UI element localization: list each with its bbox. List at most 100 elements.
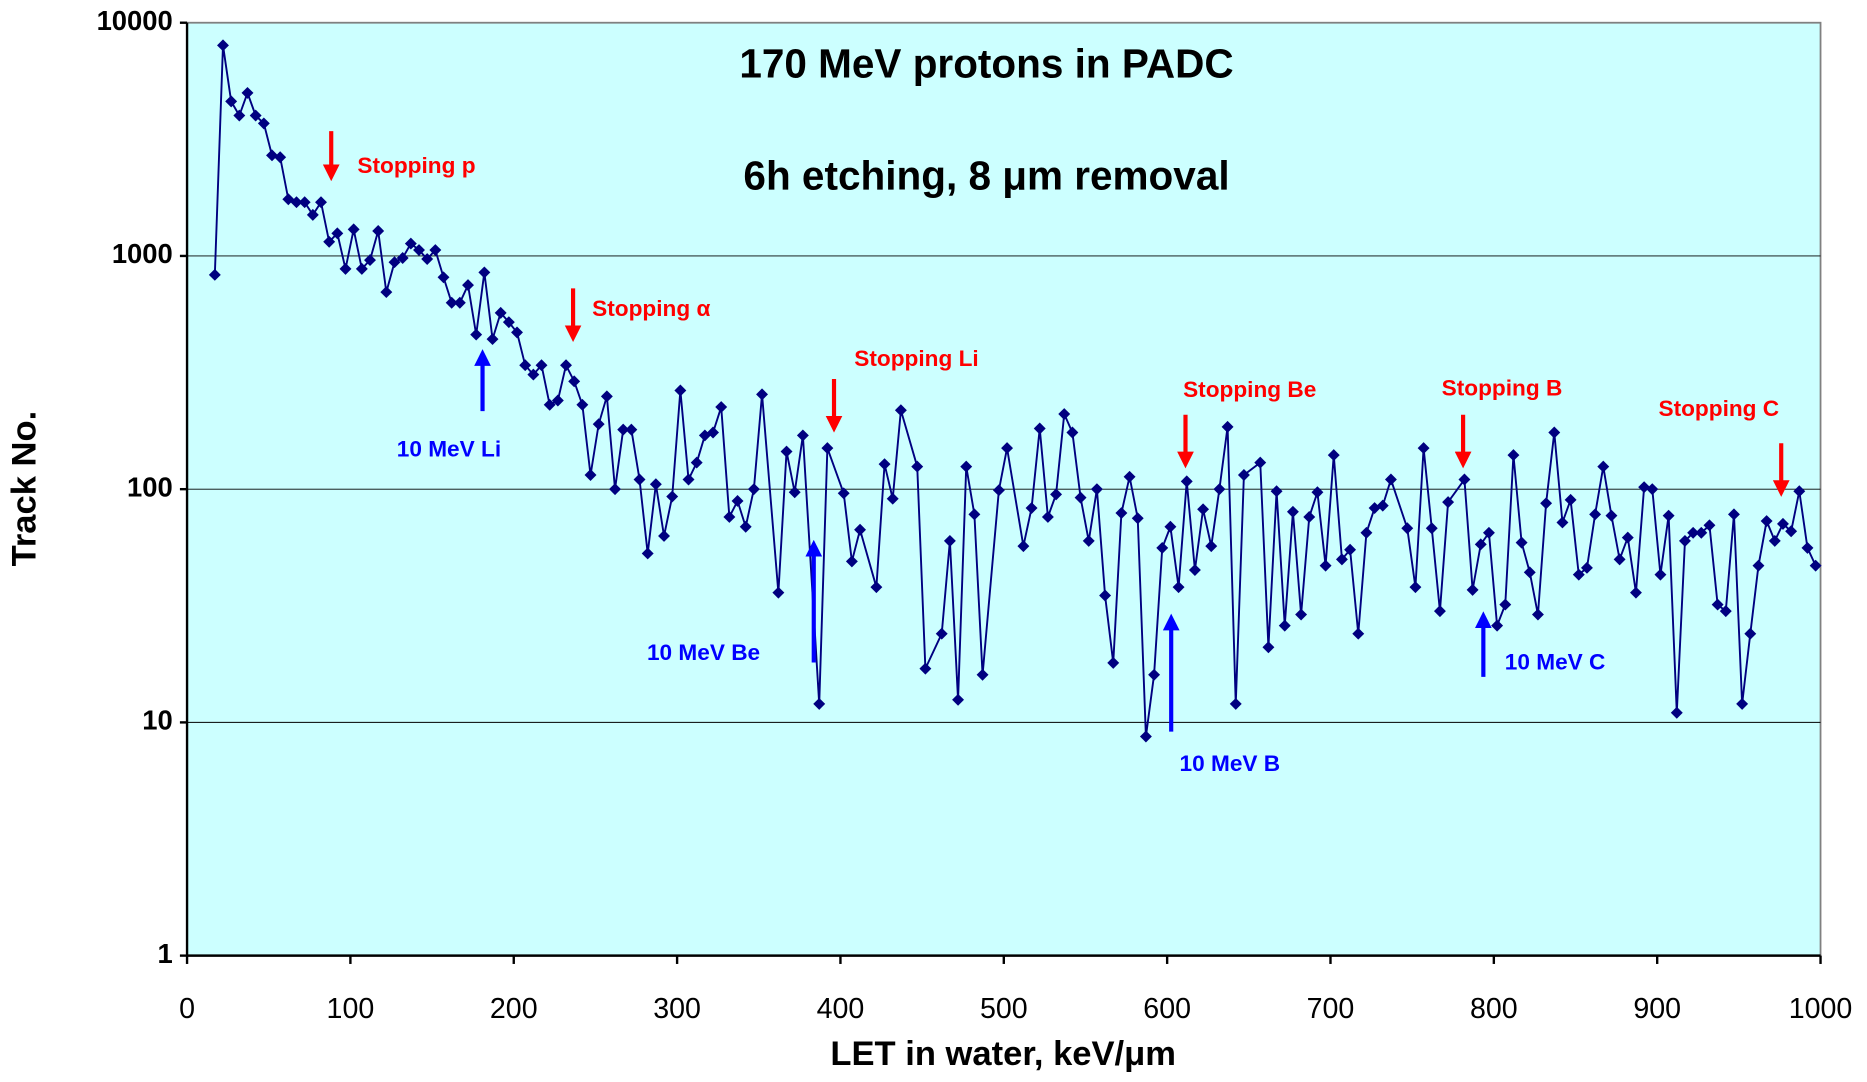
- data-point: [1736, 697, 1749, 710]
- data-point: [478, 266, 491, 279]
- data-point: [241, 86, 254, 99]
- data-point: [486, 333, 499, 346]
- data-point: [1066, 426, 1079, 439]
- data-point: [1580, 561, 1593, 574]
- data-point: [1262, 641, 1275, 654]
- data-point: [1017, 540, 1030, 553]
- x-tick-label: 300: [653, 993, 701, 1025]
- data-point: [1082, 534, 1095, 547]
- data-point: [266, 149, 278, 162]
- data-point: [1785, 525, 1798, 538]
- annotation-label: Stopping p: [357, 153, 475, 178]
- data-point: [1115, 507, 1128, 520]
- data-point: [1442, 496, 1455, 509]
- data-point: [404, 237, 417, 250]
- data-point: [1695, 526, 1708, 539]
- data-point: [1621, 531, 1634, 544]
- data-point: [1654, 568, 1667, 581]
- data-point: [854, 523, 867, 536]
- annotation-label: Stopping α: [592, 296, 710, 321]
- data-point: [1531, 608, 1544, 621]
- data-point: [1156, 541, 1169, 554]
- data-point: [372, 224, 385, 237]
- data-point: [331, 227, 344, 240]
- data-point: [1188, 564, 1201, 577]
- data-point: [943, 534, 956, 547]
- data-point: [1352, 627, 1365, 640]
- data-point: [1728, 508, 1740, 521]
- data-point: [1286, 505, 1299, 518]
- data-point: [527, 368, 540, 381]
- data-point: [1744, 627, 1757, 640]
- data-point: [837, 487, 850, 500]
- data-point: [1719, 605, 1732, 618]
- data-point: [1270, 485, 1283, 498]
- data-point: [1050, 488, 1063, 501]
- data-point: [535, 359, 548, 372]
- data-point: [878, 458, 891, 471]
- data-point: [1499, 598, 1512, 611]
- data-point: [217, 39, 229, 52]
- data-point: [1409, 581, 1422, 594]
- data-point: [723, 511, 736, 523]
- data-point: [249, 109, 262, 122]
- data-point: [952, 693, 965, 706]
- data-point: [1425, 522, 1438, 535]
- data-point: [674, 384, 687, 397]
- data-point: [225, 95, 238, 108]
- data-point: [1221, 420, 1234, 433]
- data-point: [1131, 512, 1144, 525]
- x-axis-label: LET in water, keV/μm: [830, 1035, 1176, 1073]
- data-point: [1025, 502, 1038, 515]
- x-tick-label: 800: [1470, 993, 1518, 1025]
- data-point: [1148, 668, 1161, 681]
- data-point: [992, 484, 1005, 497]
- data-point: [1540, 497, 1553, 510]
- x-tick-label: 700: [1307, 993, 1355, 1025]
- data-point: [780, 445, 793, 458]
- data-point: [576, 398, 589, 411]
- data-point: [1295, 608, 1308, 621]
- data-point: [1278, 619, 1291, 632]
- data-point: [600, 390, 613, 403]
- data-point: [1229, 697, 1242, 710]
- annotation-label: Stopping Li: [854, 346, 978, 371]
- data-point: [1319, 559, 1332, 572]
- data-point: [1768, 534, 1781, 547]
- data-point: [1139, 730, 1152, 743]
- data-point: [274, 151, 287, 164]
- data-point: [707, 426, 719, 439]
- data-point: [1564, 493, 1577, 506]
- data-point: [968, 508, 981, 521]
- data-point: [1523, 566, 1536, 579]
- data-point: [1466, 583, 1479, 596]
- data-point: [1711, 598, 1724, 611]
- data-point: [543, 398, 556, 411]
- y-tick-label: 1000: [112, 238, 173, 269]
- data-point: [233, 109, 246, 122]
- x-tick-label: 200: [490, 993, 538, 1025]
- data-point: [1793, 485, 1806, 498]
- annotation-label: Stopping C: [1658, 396, 1779, 421]
- data-point: [1687, 526, 1700, 539]
- data-point: [1605, 509, 1618, 522]
- data-point: [1058, 408, 1071, 420]
- x-tick-label: 900: [1633, 993, 1681, 1025]
- data-point: [1572, 568, 1585, 581]
- data-point: [919, 662, 932, 675]
- annotation-label: 10 MeV B: [1180, 751, 1281, 776]
- data-point: [429, 244, 442, 257]
- data-point: [1360, 526, 1373, 539]
- data-point: [1629, 586, 1642, 599]
- data-point: [1482, 526, 1495, 539]
- data-point: [1401, 522, 1414, 535]
- data-point: [1777, 517, 1789, 530]
- annotation-label: Stopping B: [1442, 376, 1563, 401]
- data-point: [315, 196, 327, 209]
- data-point: [666, 490, 679, 503]
- data-point: [1344, 543, 1357, 556]
- annotation-label: 10 MeV C: [1505, 650, 1606, 675]
- chart-subtitle: 6h etching, 8 μm removal: [743, 153, 1229, 199]
- data-point: [1033, 422, 1046, 435]
